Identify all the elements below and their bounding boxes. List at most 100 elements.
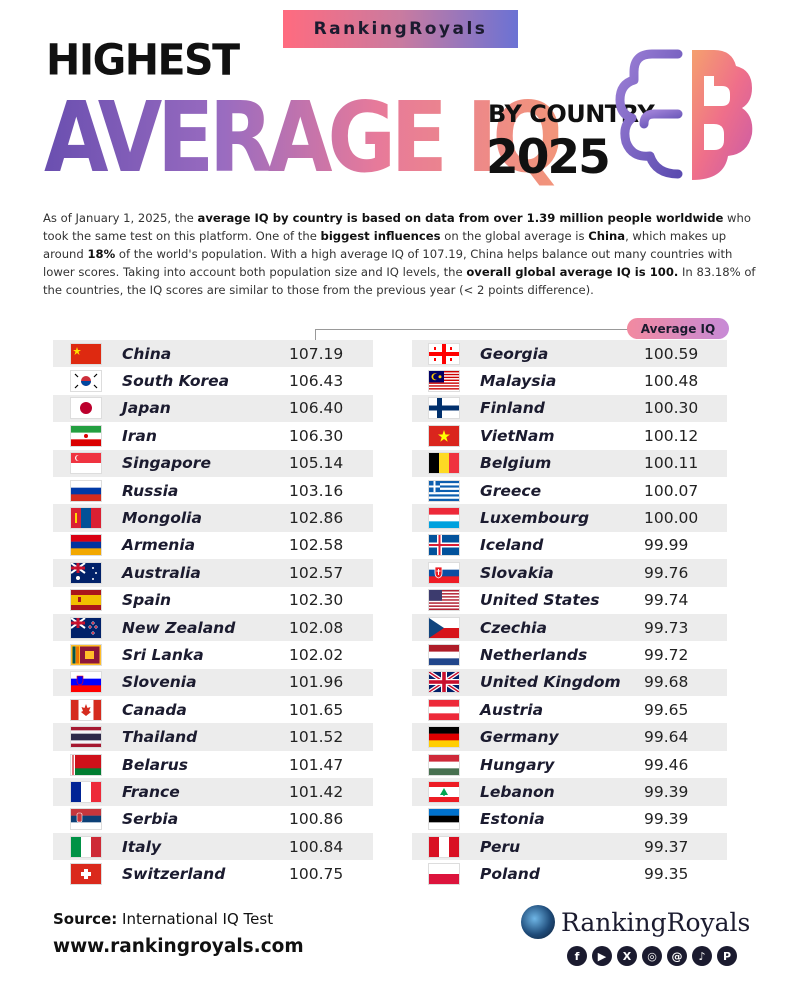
flag-by-icon (70, 753, 102, 776)
country-name: New Zealand (122, 618, 236, 637)
flag-si-icon (70, 671, 102, 694)
iq-score: 100.30 (644, 399, 699, 418)
table-row: Australia 102.57 (53, 559, 373, 587)
table-row: Greece 100.07 (412, 477, 727, 504)
country-name: Iceland (480, 536, 544, 555)
iq-score: 100.84 (289, 837, 344, 856)
table-row: Singapore 105.14 (53, 449, 373, 477)
table-row: United States 99.74 (412, 587, 727, 614)
average-iq-badge: Average IQ (627, 318, 729, 339)
threads-icon[interactable]: @ (667, 946, 687, 966)
country-name: Austria (480, 700, 544, 719)
flag-fr-icon (70, 780, 102, 803)
table-row: China 107.19 (53, 340, 373, 368)
iq-score: 101.65 (289, 700, 344, 719)
flag-rs-icon (70, 808, 102, 831)
table-row: Belgium 100.11 (412, 449, 727, 477)
brand-footer-name: RankingRoyals (561, 907, 751, 937)
table-row: New Zealand 102.08 (53, 613, 373, 642)
table-row: Germany 99.64 (412, 723, 727, 751)
flag-de-icon (428, 726, 460, 749)
facebook-icon[interactable]: f (567, 946, 587, 966)
youtube-icon[interactable]: ▶ (592, 946, 612, 966)
brand-footer: RankingRoyals (521, 905, 750, 939)
table-row: Netherlands 99.72 (412, 641, 727, 668)
flag-gb-icon (428, 671, 460, 694)
pinterest-icon[interactable]: P (717, 946, 737, 966)
iq-score: 101.96 (289, 673, 344, 692)
instagram-icon[interactable]: ◎ (642, 946, 662, 966)
source-line: Source: International IQ Test (53, 910, 274, 928)
iq-score: 100.07 (644, 481, 699, 500)
website-link[interactable]: www.rankingroyals.com (53, 936, 304, 957)
country-name: Germany (480, 728, 559, 747)
iq-score: 102.58 (289, 536, 344, 555)
iq-score: 99.35 (644, 865, 689, 884)
iq-score: 99.68 (644, 673, 689, 692)
country-name: France (122, 782, 180, 801)
country-name: Iran (122, 426, 157, 445)
flag-es-icon (70, 589, 102, 612)
table-row: Estonia 99.39 (412, 806, 727, 833)
header-connector-line (315, 329, 630, 341)
intro-paragraph: As of January 1, 2025, the average IQ by… (43, 211, 756, 297)
country-name: Peru (480, 837, 521, 856)
country-name: Greece (480, 481, 542, 500)
flag-th-icon (70, 726, 102, 749)
flag-nl-icon (428, 643, 460, 666)
flag-ir-icon (70, 424, 102, 447)
table-row: Iran 106.30 (53, 422, 373, 449)
iq-score: 101.42 (289, 782, 344, 801)
flag-vn-icon (428, 424, 460, 447)
flag-lk-icon (70, 643, 102, 666)
flag-pl-icon (428, 863, 460, 886)
table-row: Slovakia 99.76 (412, 559, 727, 587)
tiktok-icon[interactable]: ♪ (692, 946, 712, 966)
country-name: Spain (122, 591, 172, 610)
country-name: Czechia (480, 618, 547, 637)
social-icons: f ▶ X ◎ @ ♪ P (567, 946, 737, 966)
country-name: Russia (122, 481, 179, 500)
flag-nz-icon (70, 616, 102, 639)
iq-score: 102.57 (289, 563, 344, 582)
table-row: Georgia 100.59 (412, 340, 727, 368)
country-name: Luxembourg (480, 509, 590, 528)
table-row: United Kingdom 99.68 (412, 668, 727, 697)
country-name: VietNam (480, 426, 555, 445)
country-name: Singapore (122, 454, 211, 473)
flag-my-icon (428, 370, 460, 393)
title-year: 2025 (486, 130, 611, 185)
iq-score: 99.74 (644, 591, 689, 610)
flag-ch-icon (70, 863, 102, 886)
iq-score: 106.40 (289, 399, 344, 418)
iq-score: 100.59 (644, 344, 699, 363)
table-row: Switzerland 100.75 (53, 860, 373, 887)
table-row: Belarus 101.47 (53, 751, 373, 778)
iq-score: 105.14 (289, 454, 344, 473)
table-row: Lebanon 99.39 (412, 778, 727, 806)
country-name: United Kingdom (480, 673, 621, 692)
flag-cn-icon (70, 342, 102, 365)
x-icon[interactable]: X (617, 946, 637, 966)
iq-score: 99.72 (644, 645, 689, 664)
flag-sk-icon (428, 561, 460, 584)
iq-score: 103.16 (289, 481, 344, 500)
country-name: Malaysia (480, 372, 557, 391)
table-row: Malaysia 100.48 (412, 367, 727, 394)
iq-score: 99.64 (644, 728, 689, 747)
iq-score: 99.73 (644, 618, 689, 637)
brand-banner: RankingRoyals (283, 10, 518, 48)
flag-is-icon (428, 534, 460, 557)
table-row: South Korea 106.43 (53, 367, 373, 394)
table-row: Sri Lanka 102.02 (53, 641, 373, 668)
table-row: Russia 103.16 (53, 477, 373, 504)
iq-score: 101.52 (289, 728, 344, 747)
country-name: Lebanon (480, 782, 555, 801)
iq-score: 107.19 (289, 344, 344, 363)
table-row: Luxembourg 100.00 (412, 504, 727, 532)
flag-ee-icon (428, 808, 460, 831)
table-row: Canada 101.65 (53, 696, 373, 723)
flag-sg-icon (70, 452, 102, 475)
flag-pe-icon (428, 835, 460, 858)
country-name: Armenia (122, 536, 196, 555)
